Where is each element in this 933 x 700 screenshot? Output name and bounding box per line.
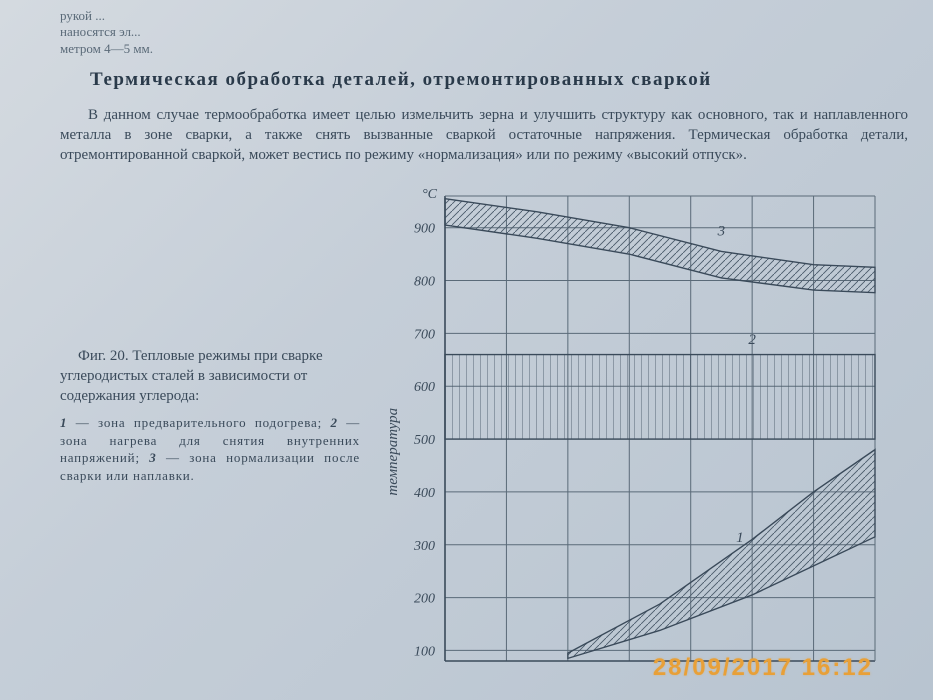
svg-text:800: 800	[414, 274, 435, 289]
frag-line2: наносятся эл...	[60, 24, 141, 39]
svg-text:300: 300	[413, 538, 435, 553]
svg-text:600: 600	[414, 380, 435, 395]
top-fragment: рукой ... наносятся эл... метром 4—5 мм.	[60, 8, 908, 57]
content-row: Фиг. 20. Тепловые режимы при сварке угле…	[60, 176, 908, 676]
svg-text:200: 200	[414, 591, 435, 606]
svg-text:2: 2	[748, 331, 756, 347]
chart-container: 100 200 300 400 500 600 700 800 900 °C температура…	[375, 176, 908, 676]
camera-timestamp: 28/09/2017 16:12	[653, 654, 873, 682]
caption-legend: 1 — зона предварительного подогрева; 2 —…	[60, 414, 360, 484]
body-paragraph: В данном случае термообработка имеет цел…	[60, 105, 908, 166]
frag-line3: метром 4—5 мм.	[60, 41, 153, 56]
svg-text:400: 400	[414, 485, 435, 500]
svg-text:температура: температура	[385, 407, 401, 495]
svg-text:3: 3	[717, 223, 726, 239]
section-heading: Термическая обработка деталей, отремонти…	[90, 69, 908, 91]
caption-title: Фиг. 20. Тепловые режимы при сварке угле…	[60, 346, 360, 407]
svg-text:100: 100	[414, 644, 435, 659]
svg-text:900: 900	[414, 221, 435, 236]
svg-text:500: 500	[414, 433, 435, 448]
svg-text:1: 1	[736, 530, 744, 546]
chart-svg: 100 200 300 400 500 600 700 800 900 °C температура…	[375, 176, 895, 676]
figure-caption: Фиг. 20. Тепловые режимы при сварке угле…	[60, 176, 375, 676]
svg-text:700: 700	[414, 327, 435, 342]
page: рукой ... наносятся эл... метром 4—5 мм.…	[0, 0, 933, 700]
svg-text:°C: °C	[422, 187, 438, 202]
frag-line1: рукой ...	[60, 8, 105, 23]
